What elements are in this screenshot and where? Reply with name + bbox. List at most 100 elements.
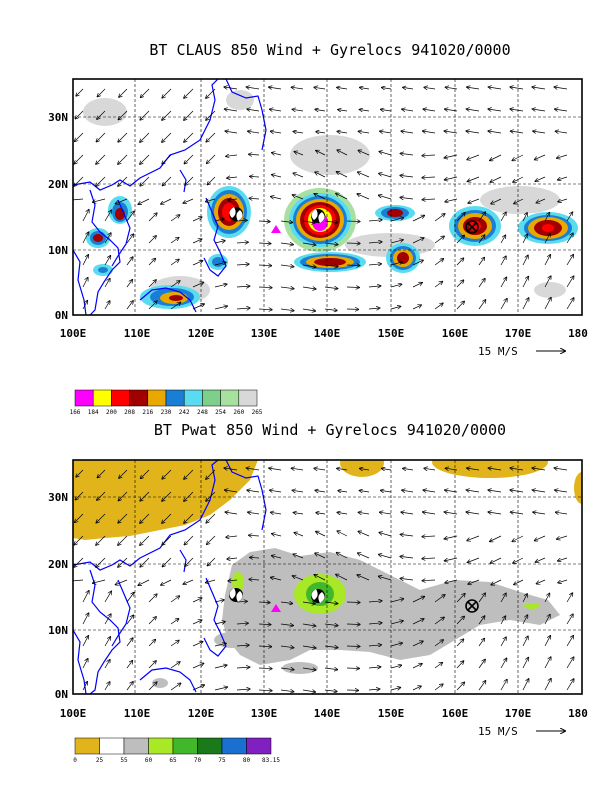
wind-vector (456, 301, 464, 310)
wind-vector (544, 276, 551, 288)
wind-vector (468, 579, 480, 584)
colorbar-label: 200 (106, 409, 117, 416)
wind-vector (456, 235, 464, 244)
wind-vector (162, 491, 172, 501)
wind-vector (115, 579, 128, 585)
wind-vector (490, 557, 502, 563)
wind-vector (368, 308, 380, 309)
wind-vector (184, 110, 194, 120)
colorbar-label: 0 (73, 757, 77, 764)
colorbar-label: 83.15 (262, 757, 280, 764)
wind-vector (247, 490, 260, 492)
band-140e-7n (294, 252, 366, 272)
wind-vector (227, 558, 238, 559)
wind-vector (228, 580, 238, 581)
wind-vector (97, 491, 106, 500)
wind-vector (192, 282, 204, 288)
wind-vector (162, 154, 172, 164)
wind-vector (236, 242, 248, 243)
wind-vector (226, 536, 238, 537)
wind-vector (207, 176, 216, 185)
wind-vector (555, 490, 568, 492)
colorbar-swatch (92, 389, 112, 407)
wind-vector (434, 617, 444, 625)
wind-vector (280, 602, 293, 604)
wind-vector (170, 215, 180, 222)
svg-text:160E: 160E (442, 327, 469, 340)
wind-vector (292, 490, 304, 492)
colorbar-label: 80 (243, 757, 251, 764)
wind-vector (97, 110, 106, 119)
wind-vector (324, 287, 338, 289)
wind-vector (118, 110, 128, 120)
wind-vector (488, 490, 502, 492)
wind-vector (324, 243, 338, 245)
wind-vector (280, 668, 294, 670)
colorbar-label: 254 (215, 409, 226, 416)
wind-vector (161, 198, 172, 204)
colorbar-swatch (238, 389, 258, 407)
wind-vector (302, 602, 315, 604)
wind-vector (184, 132, 194, 142)
wind-vector (359, 491, 370, 493)
wind-vector (280, 646, 294, 648)
wind-vector (291, 87, 304, 89)
wind-vector (488, 131, 502, 133)
wind-vector (478, 235, 485, 244)
wind-vector (422, 580, 436, 581)
svg-text:15 M/S: 15 M/S (478, 345, 518, 358)
wind-vector (148, 640, 155, 647)
wind-vector (271, 131, 282, 133)
storm-163e (449, 206, 501, 246)
top-colorbar: 166 184 200 208 216 230 242 248 254 260 265 (70, 389, 263, 416)
wind-vector (566, 657, 574, 669)
wind-vector (390, 621, 403, 625)
wind-vector (214, 262, 226, 266)
wind-vector (533, 512, 546, 514)
wind-vector (258, 243, 271, 244)
wind-vector (75, 491, 84, 500)
wind-vector (192, 663, 204, 669)
wind-vector (96, 557, 106, 567)
wind-vector (206, 579, 216, 583)
wind-vector (115, 198, 128, 204)
wind-vector (258, 221, 270, 222)
wind-vector (490, 176, 502, 182)
magenta-triangle-icon (271, 225, 281, 233)
wind-vector (544, 636, 550, 647)
wind-vector (214, 687, 227, 691)
wind-vector (381, 109, 392, 111)
wind-vector (557, 154, 568, 158)
wind-vector (566, 593, 573, 603)
wind-vector (302, 265, 316, 267)
wind-vector (535, 535, 546, 541)
wind-vector (522, 679, 529, 691)
wind-vector (258, 646, 272, 647)
wind-vector (206, 110, 216, 120)
wind-vector (269, 468, 282, 470)
wind-vector (532, 109, 546, 111)
wind-vector (368, 623, 382, 624)
wind-vector (522, 594, 527, 603)
wind-vector (236, 220, 247, 221)
tropical-cyclone-icon (311, 209, 325, 223)
wind-vector (555, 109, 568, 111)
wind-vector (249, 579, 260, 580)
wind-vector (412, 664, 422, 669)
wind-vector (488, 468, 502, 470)
wind-vector (456, 682, 464, 691)
wind-vector (293, 513, 304, 515)
top-coastlines (73, 79, 267, 315)
wind-vector (358, 531, 370, 537)
wind-vector (346, 287, 359, 288)
wind-vector (185, 176, 194, 185)
colorbar-swatch (129, 389, 149, 407)
wind-vector (336, 193, 348, 200)
colorbar-label: 230 (161, 409, 172, 416)
wind-vector (390, 306, 401, 309)
wind-vector (184, 469, 194, 479)
wind-vector (314, 87, 326, 89)
wind-vector (206, 491, 216, 501)
wind-vector (170, 596, 180, 603)
wind-vector (336, 172, 348, 178)
